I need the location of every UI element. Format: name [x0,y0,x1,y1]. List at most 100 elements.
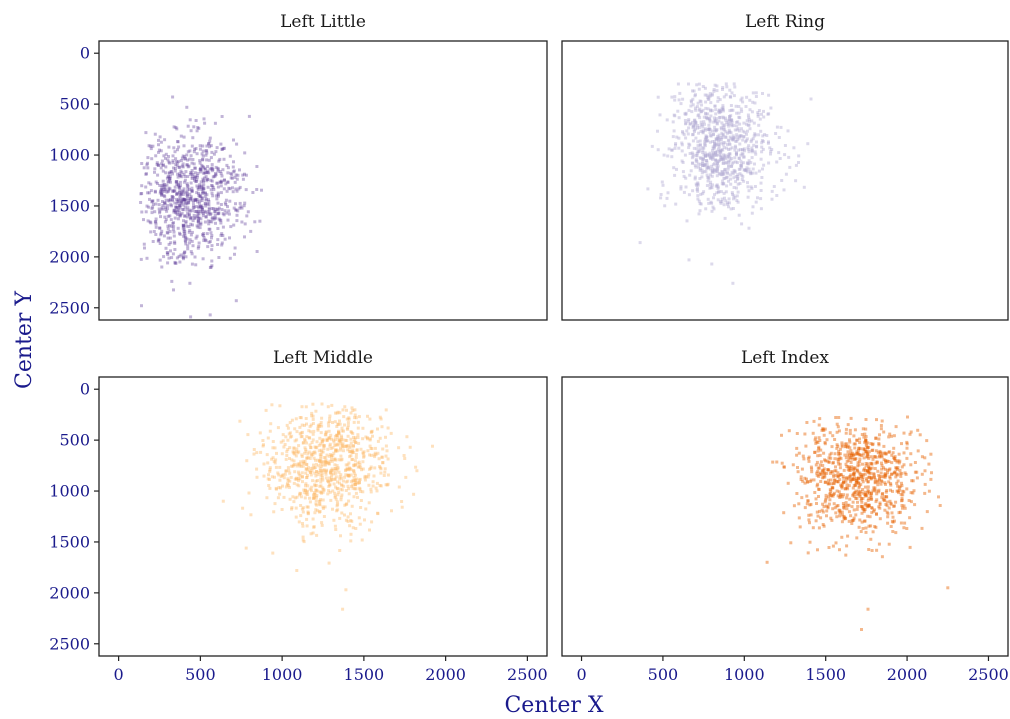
scatter-point [324,462,328,466]
scatter-point [721,148,725,152]
scatter-point [149,189,153,193]
scatter-point [729,118,733,122]
scatter-point [349,437,353,441]
scatter-point [718,115,722,119]
scatter-point [354,491,358,495]
scatter-point [696,101,700,105]
scatter-point [735,133,739,137]
scatter-point [316,509,320,513]
scatter-point [347,474,351,478]
scatter-point [305,435,309,439]
scatter-point [295,447,299,451]
scatter-point [687,142,691,146]
scatter-point [221,234,225,237]
scatter-point [160,193,164,197]
scatter-point [218,157,222,161]
scatter-point [859,530,863,533]
scatter-point [844,501,848,505]
scatter-point [159,140,163,144]
scatter-point [235,219,239,223]
scatter-point [176,175,180,179]
scatter-point [721,172,725,176]
scatter-point [272,510,276,514]
scatter-point [741,100,745,104]
scatter-point [213,174,217,178]
scatter-point [216,166,220,170]
scatter-point [895,472,899,476]
scatter-point [280,474,284,478]
scatter-point [825,514,828,518]
scatter-point [188,188,191,191]
scatter-point [162,186,166,189]
scatter-point [324,470,327,474]
scatter-point [285,454,289,457]
scatter-points [765,415,950,631]
scatter-point [165,176,169,180]
scatter-point [864,439,868,442]
scatter-point [369,490,373,494]
scatter-point [661,183,665,187]
scatter-point [730,164,734,168]
scatter-point [340,488,344,492]
scatter-point [225,163,229,167]
scatter-point [683,153,687,157]
scatter-point [303,439,307,443]
scatter-point [747,162,751,166]
scatter-point [687,82,690,86]
scatter-point [818,417,822,421]
scatter-point [856,451,860,455]
scatter-point [724,118,728,122]
scatter-point [158,135,162,139]
scatter-point [153,132,157,136]
scatter-point [313,511,317,515]
scatter-point [901,506,904,510]
scatter-point [834,416,838,419]
scatter-point [831,494,835,498]
scatter-point [332,438,336,442]
scatter-point [759,197,763,201]
scatter-point [216,238,220,242]
scatter-point [195,184,199,188]
scatter-point [170,256,174,260]
scatter-point [235,142,239,146]
scatter-point [204,215,208,219]
scatter-point [873,481,877,485]
scatter-point [352,451,356,454]
scatter-point [190,186,194,190]
scatter-point [361,437,365,441]
scatter-point [736,177,740,181]
scatter-point [197,241,201,245]
scatter-point [883,473,887,477]
scatter-point [920,472,924,476]
scatter-point [704,111,707,115]
scatter-point [160,191,164,195]
scatter-point [698,202,702,206]
scatter-point [204,202,208,206]
scatter-point [182,223,185,227]
scatter-point [889,488,892,492]
scatter-point [284,485,288,489]
scatter-point [889,525,893,528]
scatter-point [744,169,748,173]
scatter-point [698,156,702,160]
scatter-point [186,185,190,189]
scatter-point [719,190,723,194]
scatter-point [771,460,775,464]
scatter-point [330,459,334,463]
scatter-point [344,468,348,472]
scatter-point [196,225,200,229]
scatter-point [879,454,883,458]
scatter-point [339,473,343,477]
scatter-point [704,169,708,173]
scatter-point [857,486,861,490]
scatter-point [803,476,807,480]
scatter-point [849,480,853,484]
scatter-point [817,436,821,440]
scatter-point [866,498,870,502]
scatter-point [808,521,811,525]
scatter-point [831,461,835,465]
scatter-point [849,461,853,464]
scatter-point [158,191,162,195]
scatter-point [791,463,795,467]
scatter-point [209,188,213,192]
